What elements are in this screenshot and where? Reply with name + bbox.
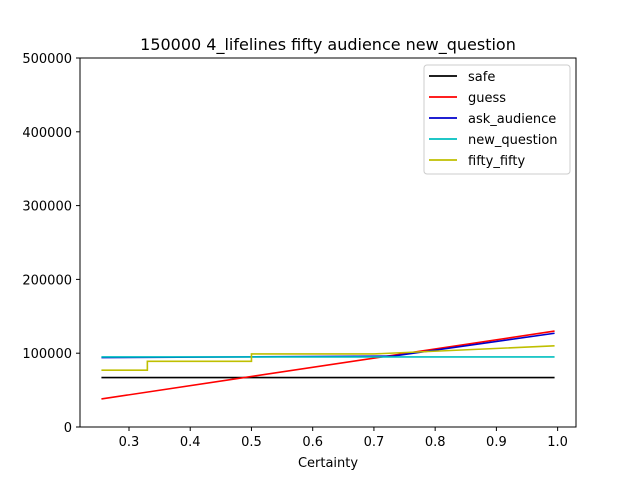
series-line-guess (101, 330, 555, 400)
y-tick-label: 400000 (22, 126, 72, 141)
x-tick-label: 0.5 (241, 435, 262, 450)
x-axis: 0.3 0.4 0.5 0.6 0.7 0.8 0.9 1.0 (119, 427, 568, 450)
series-line-fifty-fifty (101, 345, 555, 371)
plot-area (101, 330, 555, 400)
legend-box (423, 64, 571, 175)
legend: safe guess ask_audience new_question fifty_f… (423, 64, 571, 175)
y-tick-label: 300000 (22, 200, 72, 215)
legend-label-safe: safe (468, 70, 495, 85)
y-tick-label: 200000 (22, 273, 72, 288)
chart-title: 150000 4_lifelines fifty audience new_qu… (140, 35, 516, 55)
legend-label-guess: guess (468, 91, 506, 106)
x-tick-label: 0.3 (119, 435, 140, 450)
legend-label-new-question: new_question (468, 133, 558, 148)
x-tick-label: 1.0 (547, 435, 568, 450)
x-tick-label: 0.9 (486, 435, 507, 450)
y-axis: 0 100000 200000 300000 400000 500000 (22, 52, 80, 436)
y-tick-label: 0 (64, 421, 72, 436)
y-tick-label: 100000 (22, 347, 72, 362)
plot-frame (79, 57, 577, 428)
x-tick-label: 0.4 (180, 435, 201, 450)
x-tick-label: 0.8 (425, 435, 446, 450)
x-tick-label: 0.6 (302, 435, 323, 450)
legend-label-fifty-fifty: fifty_fifty (468, 154, 525, 169)
x-axis-label: Certainty (298, 456, 358, 471)
y-tick-label: 500000 (22, 52, 72, 67)
x-tick-label: 0.7 (364, 435, 385, 450)
legend-label-ask-audience: ask_audience (468, 112, 556, 127)
